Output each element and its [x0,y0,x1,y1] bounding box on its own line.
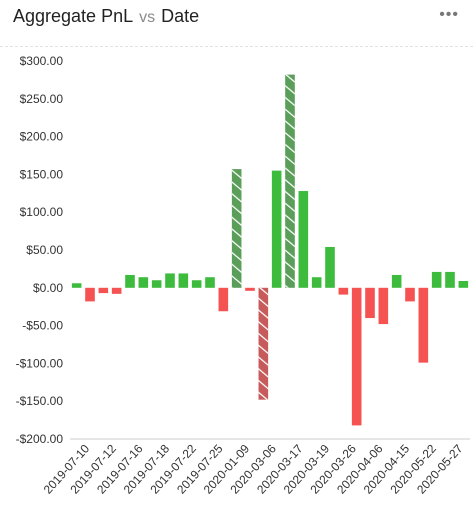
bar[interactable] [125,274,135,288]
y-tick-label: $0.00 [33,281,63,295]
bar[interactable] [138,277,149,288]
bar[interactable] [405,287,415,302]
bar[interactable] [245,287,255,291]
y-tick-label: $100.00 [20,205,64,219]
bar[interactable] [431,271,442,288]
chart-title: Aggregate PnL vs Date [13,6,199,27]
bar[interactable] [151,280,162,288]
y-tick-label: $250.00 [20,92,64,106]
chart-header: Aggregate PnL vs Date ••• [0,0,473,47]
bar[interactable] [271,170,282,288]
bar[interactable] [98,287,109,294]
bar[interactable] [311,277,322,288]
bar[interactable] [351,287,362,426]
bar[interactable] [165,273,175,288]
bar[interactable] [85,287,95,302]
vs-label: vs [139,9,156,26]
bar[interactable] [298,191,309,288]
dimension-label: Date [161,6,200,26]
y-tick-label: -$200.00 [16,432,64,446]
bar[interactable] [338,287,349,295]
bar[interactable] [71,283,82,288]
more-horizontal-icon[interactable]: ••• [439,6,459,23]
bar[interactable] [205,277,215,288]
bar[interactable] [111,287,122,294]
y-tick-label: $50.00 [26,243,63,257]
bar[interactable] [445,271,455,288]
bar[interactable] [391,274,402,288]
bar[interactable] [178,273,189,288]
bar[interactable] [191,280,202,288]
bar[interactable] [218,287,229,312]
bar[interactable] [325,246,335,288]
metric-label: Aggregate PnL [13,6,134,26]
y-tick-label: -$150.00 [16,394,64,408]
bar[interactable] [378,287,389,325]
bar-hatch-overlay [231,169,242,288]
bar-hatch-overlay [285,74,295,288]
y-tick-label: -$100.00 [16,356,64,370]
bar-hatch-overlay [258,287,269,400]
bar[interactable] [458,280,469,288]
bar[interactable] [418,287,429,363]
y-tick-label: $200.00 [20,130,64,144]
y-tick-label: $300.00 [20,54,64,68]
bar[interactable] [365,287,375,319]
y-tick-label: $150.00 [20,167,64,181]
y-tick-label: -$50.00 [22,319,63,333]
